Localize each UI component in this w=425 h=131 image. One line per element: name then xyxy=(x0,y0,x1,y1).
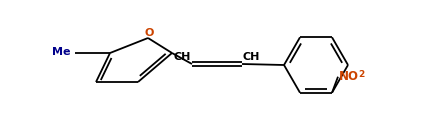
Text: O: O xyxy=(144,28,154,37)
Text: NO: NO xyxy=(339,70,359,83)
Text: CH: CH xyxy=(243,53,261,62)
Text: Me: Me xyxy=(53,47,71,57)
Text: 2: 2 xyxy=(358,70,364,79)
Text: CH: CH xyxy=(174,53,191,62)
